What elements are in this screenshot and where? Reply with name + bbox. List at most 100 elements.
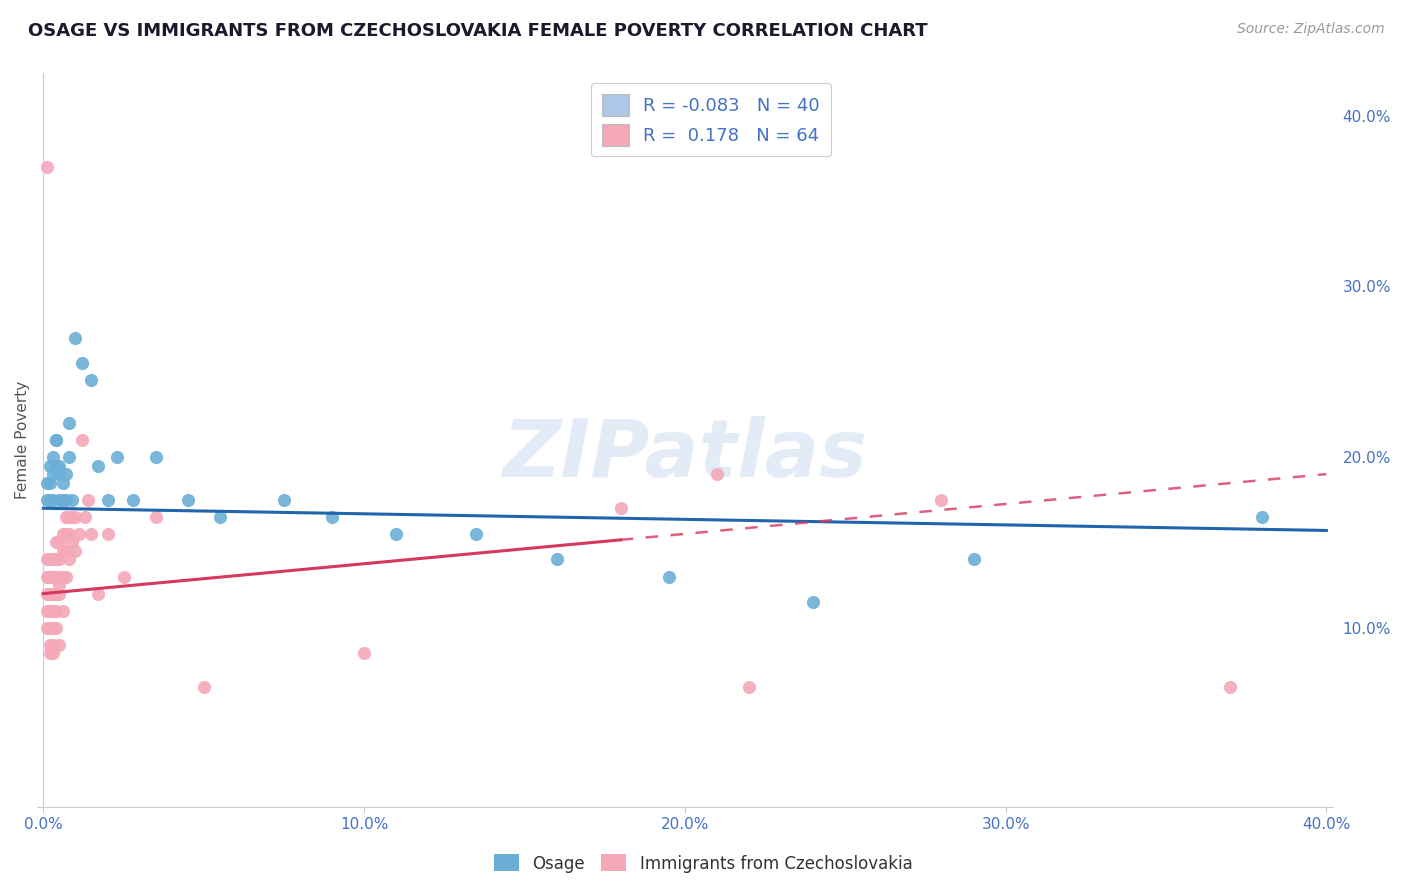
Point <box>77 492 100 507</box>
Point <box>42 646 65 660</box>
Point <box>38 586 60 600</box>
Point <box>55 569 77 583</box>
Y-axis label: Female Poverty: Female Poverty <box>15 381 30 500</box>
Point <box>35 586 58 600</box>
Point <box>706 467 728 482</box>
Point <box>70 356 93 370</box>
Legend: R = -0.083   N = 40, R =  0.178   N = 64: R = -0.083 N = 40, R = 0.178 N = 64 <box>591 84 831 156</box>
Point <box>96 492 118 507</box>
Point <box>42 604 65 618</box>
Point <box>208 509 231 524</box>
Point <box>42 450 65 464</box>
Legend: Osage, Immigrants from Czechoslovakia: Osage, Immigrants from Czechoslovakia <box>486 847 920 880</box>
Point <box>70 433 93 447</box>
Point <box>38 638 60 652</box>
Point <box>38 475 60 490</box>
Point <box>48 535 70 549</box>
Point <box>58 527 80 541</box>
Point <box>38 604 60 618</box>
Point <box>65 544 87 558</box>
Point <box>80 373 103 387</box>
Point <box>38 569 60 583</box>
Point <box>353 646 375 660</box>
Point <box>45 604 67 618</box>
Point <box>52 492 75 507</box>
Point <box>801 595 824 609</box>
Point <box>38 646 60 660</box>
Point <box>45 535 67 549</box>
Point <box>465 527 488 541</box>
Point <box>105 450 128 464</box>
Point <box>609 501 631 516</box>
Point <box>42 467 65 482</box>
Point <box>546 552 568 566</box>
Point <box>52 604 75 618</box>
Point <box>52 569 75 583</box>
Point <box>35 475 58 490</box>
Point <box>58 416 80 430</box>
Point <box>96 527 118 541</box>
Point <box>38 552 60 566</box>
Point <box>58 509 80 524</box>
Point <box>58 552 80 566</box>
Point <box>48 578 70 592</box>
Point <box>35 604 58 618</box>
Point <box>55 467 77 482</box>
Point <box>65 509 87 524</box>
Point <box>385 527 408 541</box>
Point <box>321 509 343 524</box>
Point <box>42 492 65 507</box>
Point <box>42 552 65 566</box>
Point <box>112 569 135 583</box>
Point <box>67 527 90 541</box>
Point <box>48 638 70 652</box>
Point <box>38 621 60 635</box>
Point <box>1219 681 1241 695</box>
Point <box>42 569 65 583</box>
Point <box>38 492 60 507</box>
Point <box>42 621 65 635</box>
Point <box>80 527 103 541</box>
Point <box>193 681 215 695</box>
Text: Source: ZipAtlas.com: Source: ZipAtlas.com <box>1237 22 1385 37</box>
Text: OSAGE VS IMMIGRANTS FROM CZECHOSLOVAKIA FEMALE POVERTY CORRELATION CHART: OSAGE VS IMMIGRANTS FROM CZECHOSLOVAKIA … <box>28 22 928 40</box>
Point <box>55 527 77 541</box>
Point <box>48 458 70 473</box>
Point <box>176 492 198 507</box>
Point <box>60 509 83 524</box>
Point <box>35 569 58 583</box>
Point <box>60 492 83 507</box>
Point <box>65 330 87 344</box>
Point <box>35 552 58 566</box>
Point <box>145 509 167 524</box>
Point <box>45 569 67 583</box>
Point <box>87 458 110 473</box>
Point <box>48 467 70 482</box>
Point <box>45 552 67 566</box>
Point <box>35 492 58 507</box>
Point <box>48 586 70 600</box>
Point <box>145 450 167 464</box>
Point <box>658 569 681 583</box>
Point <box>52 475 75 490</box>
Point <box>55 544 77 558</box>
Point <box>122 492 145 507</box>
Point <box>55 509 77 524</box>
Point <box>48 569 70 583</box>
Point <box>45 621 67 635</box>
Point <box>45 586 67 600</box>
Point <box>60 535 83 549</box>
Point <box>52 527 75 541</box>
Point <box>73 509 96 524</box>
Point <box>35 160 58 174</box>
Point <box>48 492 70 507</box>
Point <box>738 681 761 695</box>
Point <box>58 450 80 464</box>
Point <box>1251 509 1274 524</box>
Point <box>42 638 65 652</box>
Point <box>87 586 110 600</box>
Point <box>42 586 65 600</box>
Point <box>42 569 65 583</box>
Point <box>931 492 953 507</box>
Point <box>962 552 984 566</box>
